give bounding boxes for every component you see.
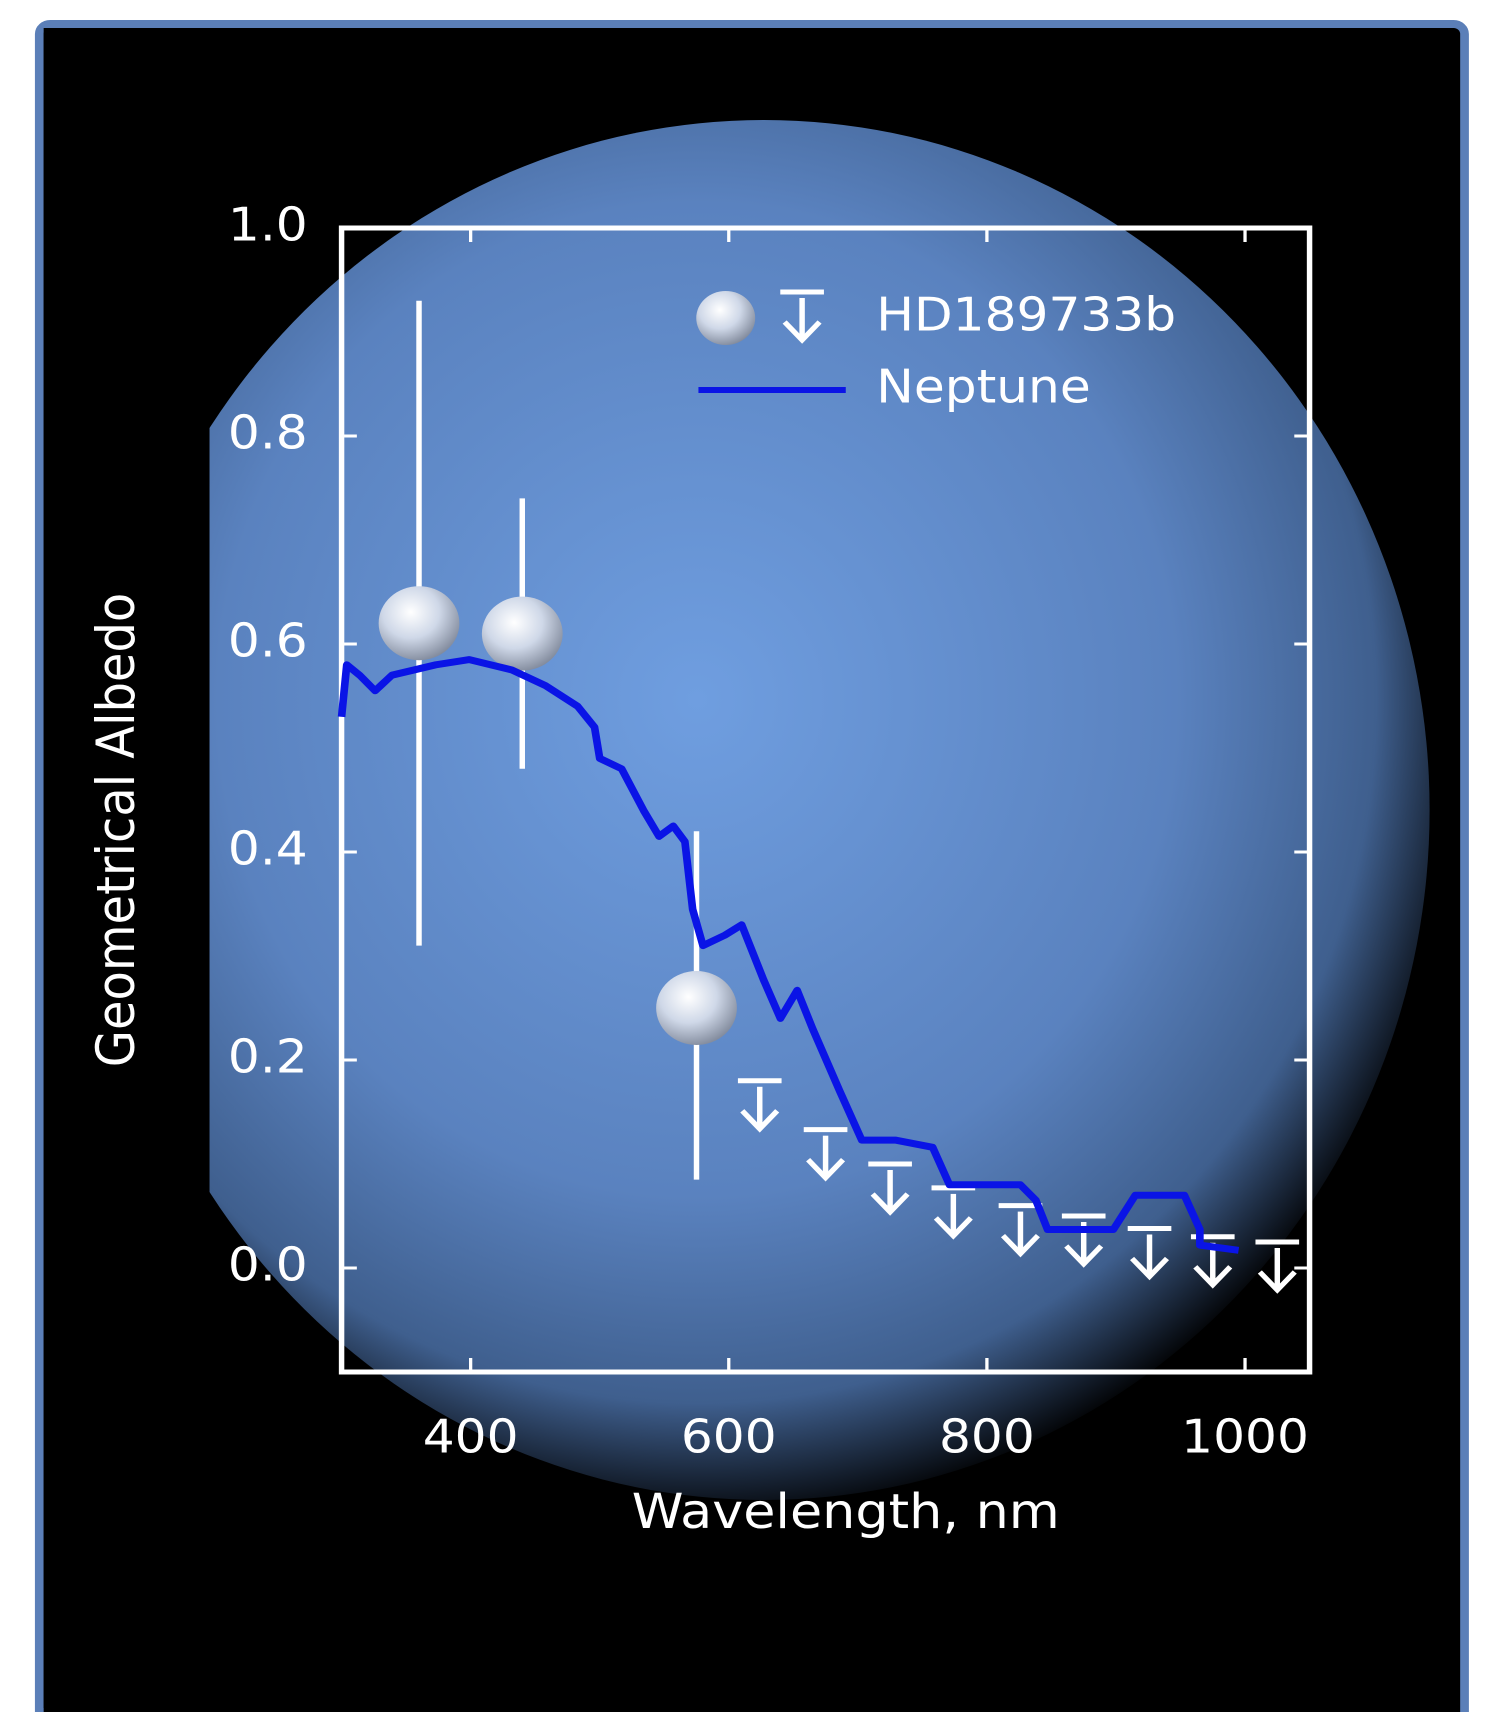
y-tick-label: 0.8 [228,406,308,460]
legend-label: HD189733b [876,288,1176,342]
x-tick-label: 1000 [1181,1410,1309,1464]
page: Geometrical Albedo Wavelength, nm 0.0 0.2… [0,0,1506,1712]
legend-label: Neptune [876,360,1090,414]
y-tick-label: 0.4 [228,822,308,876]
y-tick-label: 1.0 [228,198,308,252]
y-tick-label: 0.6 [228,614,308,668]
x-axis-title: Wavelength, nm [632,1483,1060,1539]
data-point [656,971,737,1045]
legend-point [696,291,755,345]
x-tick-label: 400 [423,1410,519,1464]
y-tick-label: 0.0 [228,1238,308,1292]
chart: Geometrical Albedo Wavelength, nm 0.0 0.2… [0,0,1506,1712]
y-axis-title: Geometrical Albedo [85,593,147,1067]
data-point [379,586,460,660]
x-tick-label: 600 [681,1410,777,1464]
data-point [482,597,563,671]
x-tick-label: 800 [939,1410,1035,1464]
y-tick-label: 0.2 [228,1030,308,1084]
planet-background [98,120,1429,1500]
